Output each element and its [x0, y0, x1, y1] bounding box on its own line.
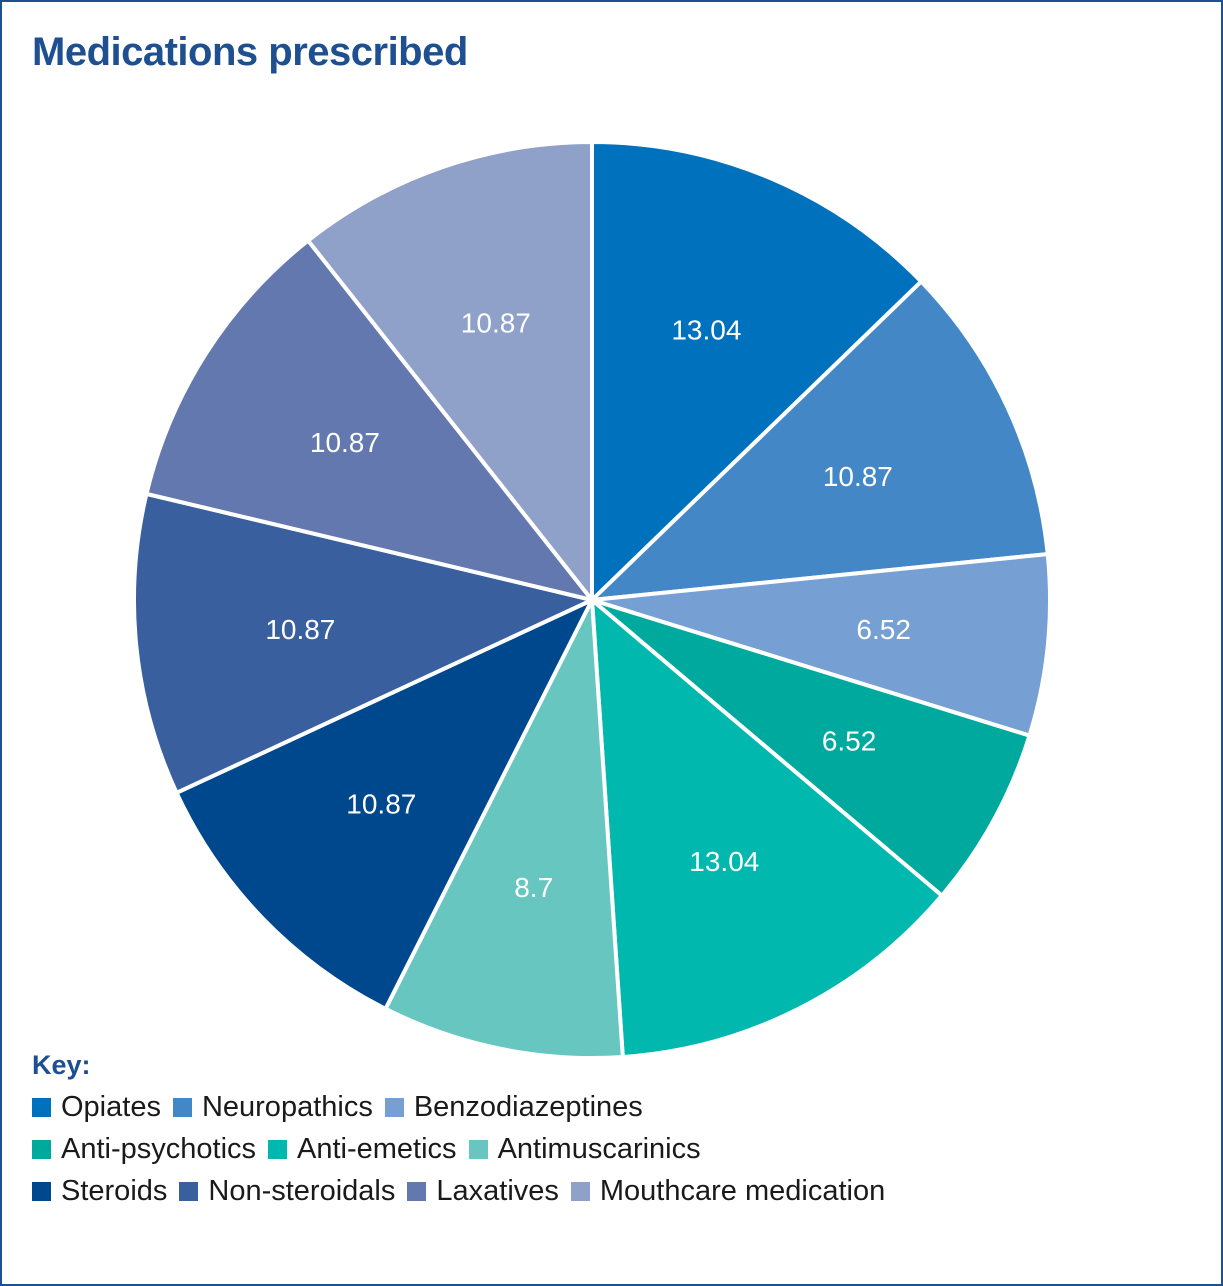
legend-item-mouthcare-medication: Mouthcare medication: [570, 1174, 886, 1208]
legend-item-benzodiazeptines: Benzodiazeptines: [384, 1090, 643, 1124]
data-label-anti-emetics: 13.04: [689, 846, 759, 877]
legend-swatch: [384, 1097, 404, 1117]
pie-slice-anti-emetics: [590, 598, 944, 1059]
data-label-benzodiazeptines: 6.52: [856, 614, 911, 645]
legend-item-anti-psychotics: Anti-psychotics: [32, 1133, 256, 1166]
legend-label: Neuropathics: [201, 1090, 373, 1123]
legend-row: Opiates Neuropathics Benzodiazeptines: [32, 1089, 897, 1125]
legend-item-non-steroidals: Non-steroidals: [179, 1175, 395, 1208]
pie-slice-neuropathics: [590, 279, 1050, 602]
pie-slice-mouthcare-medication: [306, 140, 594, 602]
chart-title: Medications prescribed: [32, 30, 468, 74]
legend-swatch: [179, 1181, 199, 1201]
legend-swatch: [407, 1181, 427, 1201]
data-label-non-steroidals: 10.87: [265, 614, 335, 645]
legend-item-opiates: Opiates: [32, 1091, 161, 1124]
legend-item-anti-emetics: Anti-emetics: [268, 1133, 457, 1166]
legend-label: Mouthcare medication: [599, 1174, 886, 1207]
data-label-neuropathics: 10.87: [823, 461, 893, 492]
legend-item-neuropathics: Neuropathics: [172, 1090, 373, 1124]
data-label-anti-psychotics: 6.52: [822, 725, 877, 756]
legend-swatch: [32, 1181, 51, 1201]
legend-swatch: [172, 1097, 192, 1117]
legend-label: Laxatives: [436, 1174, 559, 1207]
legend-rows: Opiates Neuropathics Benzodiazeptines Anti-…: [32, 1089, 897, 1209]
legend-label: Benzodiazeptines: [413, 1090, 643, 1123]
legend-label: Steroids: [61, 1174, 168, 1207]
data-label-opiates: 13.04: [671, 315, 741, 346]
legend-swatch: [468, 1139, 488, 1159]
legend-item-antimuscarinics: Antimuscarinics: [468, 1132, 701, 1166]
pie-slice-anti-psychotics: [590, 598, 1032, 898]
data-label-antimuscarinics: 8.7: [514, 872, 553, 903]
data-label-steroids: 10.87: [346, 788, 416, 819]
legend-label: Anti-emetics: [297, 1132, 457, 1165]
pie-slice-opiates: [590, 140, 924, 602]
legend-item-steroids: Steroids: [32, 1175, 167, 1208]
legend-title: Key:: [32, 1050, 91, 1080]
pie-slice-antimuscarinics: [383, 598, 625, 1060]
legend-label: Anti-psychotics: [61, 1132, 257, 1165]
legend-item-laxatives: Laxatives: [407, 1175, 559, 1208]
legend-swatch: [32, 1097, 51, 1117]
legend-label: Non-steroidals: [208, 1174, 396, 1207]
data-label-mouthcare-medication: 10.87: [461, 308, 531, 339]
legend-label: Opiates: [61, 1090, 161, 1123]
legend: Key: Opiates Neuropathics Benzodiazeptines…: [32, 1050, 897, 1209]
pie-slice-laxatives: [144, 238, 594, 602]
pie-slice-steroids: [174, 598, 594, 1011]
pie-slice-benzodiazeptines: [590, 552, 1052, 738]
legend-swatch: [570, 1181, 590, 1201]
legend-swatch: [268, 1139, 288, 1159]
legend-swatch: [32, 1139, 51, 1159]
legend-row: Anti-psychotics Anti-emetics Antimuscarini…: [32, 1131, 897, 1167]
legend-label: Antimuscarinics: [497, 1132, 701, 1165]
pie-slice-non-steroidals: [132, 491, 594, 795]
data-label-laxatives: 10.87: [310, 427, 380, 458]
legend-row: Steroids Non-steroidals Laxatives Mouthcare…: [32, 1173, 897, 1209]
